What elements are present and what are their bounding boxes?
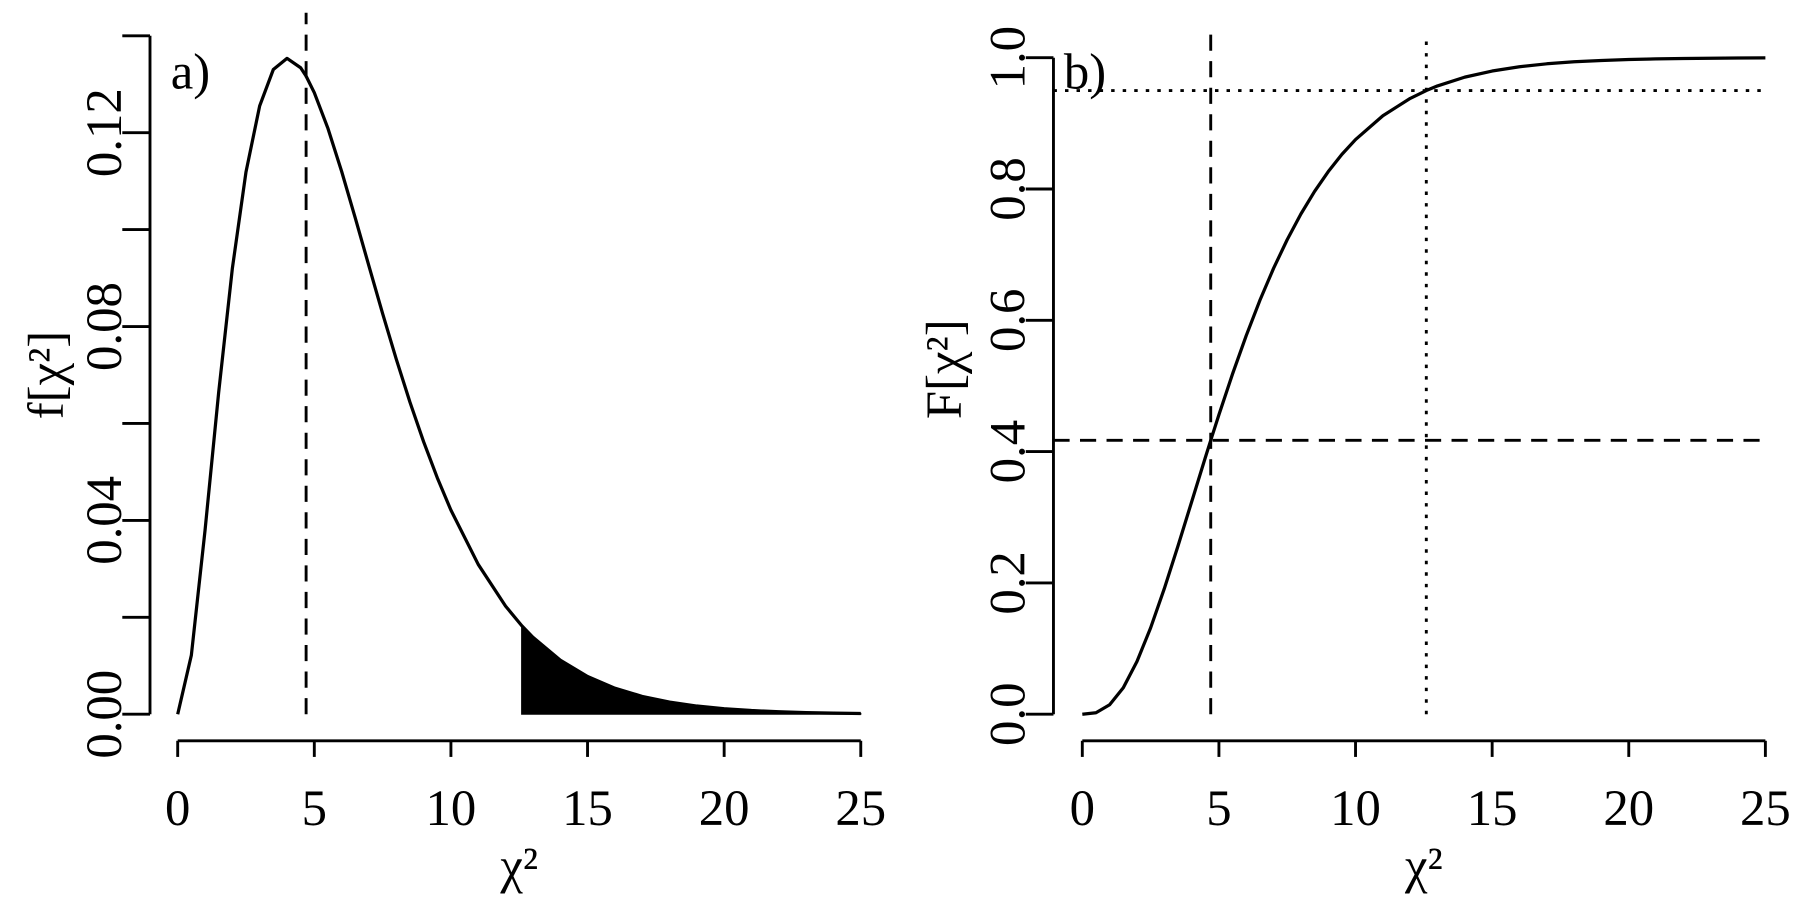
y-tick-label: 0.8 (979, 157, 1035, 220)
curve (176, 56, 861, 716)
y-tick-label: 0.2 (979, 551, 1035, 614)
x-tick-label: 25 (835, 780, 886, 836)
x-tick-label: 15 (562, 780, 613, 836)
shaded-tail (521, 624, 862, 715)
plot-group: 0 5 10 15 20 25 χ² 0.00 0.04 0.08 0.12 f[χ²] a) 0 5 10 1… (18, 12, 1791, 894)
curve (1082, 56, 1766, 716)
y-tick-label: 0.4 (979, 420, 1035, 483)
y-tick-label: 0.08 (76, 282, 132, 371)
y-tick-label: 0.00 (76, 670, 132, 759)
x-axis-label: χ² (499, 838, 538, 894)
y-tick-label: 0.12 (76, 88, 132, 177)
x-tick-label: 0 (1070, 780, 1095, 836)
y-tick-label: 0.04 (76, 476, 132, 565)
x-tick-label: 25 (1740, 780, 1791, 836)
x-tick-label: 20 (699, 780, 750, 836)
y-tick-label: 0.6 (979, 289, 1035, 352)
panel-label: b) (1064, 44, 1106, 100)
y-tick-label: 1.0 (979, 26, 1035, 89)
x-axis-label: χ² (1404, 838, 1443, 894)
y-tick-label: 0.0 (979, 683, 1035, 746)
x-tick-label: 5 (302, 780, 327, 836)
x-tick-label: 15 (1467, 780, 1518, 836)
y-axis-label: F[χ²] (916, 319, 972, 419)
x-tick-label: 10 (1330, 780, 1381, 836)
x-tick-label: 10 (426, 780, 477, 836)
x-tick-label: 0 (165, 780, 190, 836)
x-tick-label: 20 (1603, 780, 1654, 836)
x-tick-label: 5 (1206, 780, 1231, 836)
panel-label: a) (171, 44, 210, 100)
y-axis-label: f[χ²] (18, 331, 74, 419)
